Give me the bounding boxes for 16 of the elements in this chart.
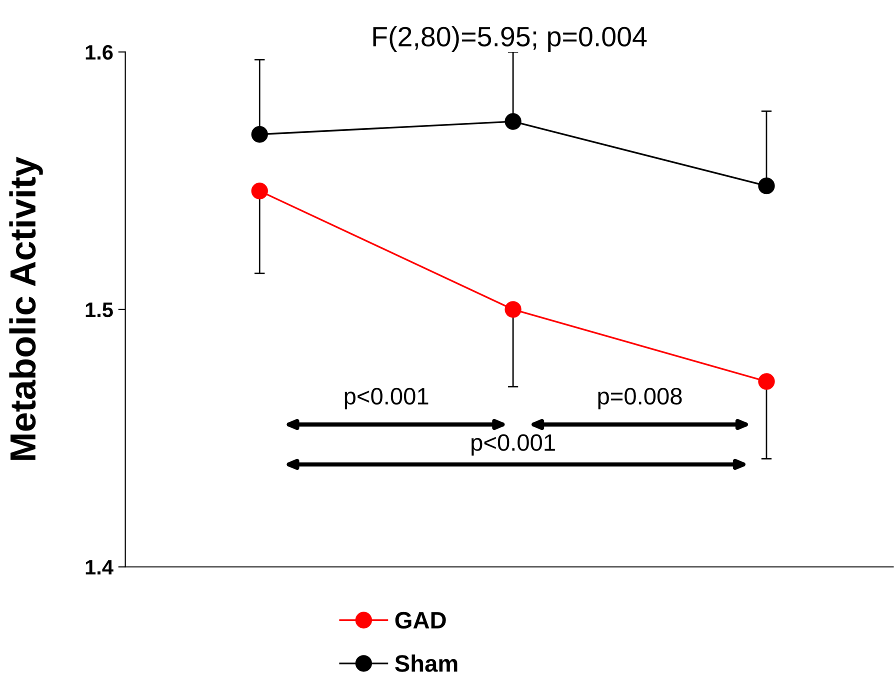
point [758,178,775,194]
y-tick-label: 1.5 [86,302,113,318]
legend-label: GAD [395,612,446,629]
annotation: p<0.001 [472,434,555,456]
point [758,373,775,390]
chart-title: F(2,80)=5.95; p=0.004 [373,26,647,52]
point [251,182,268,200]
point [251,126,268,143]
y-tick-label: 1.6 [86,44,113,60]
point [504,113,522,130]
annotation: p<0.001 [344,388,428,410]
y-tick-label: 1.4 [86,560,114,574]
point [504,301,522,318]
legend-label: Sham [395,654,458,672]
y-axis-title: Metabolic Activity [9,156,43,460]
annotation: p=0.008 [598,388,682,410]
